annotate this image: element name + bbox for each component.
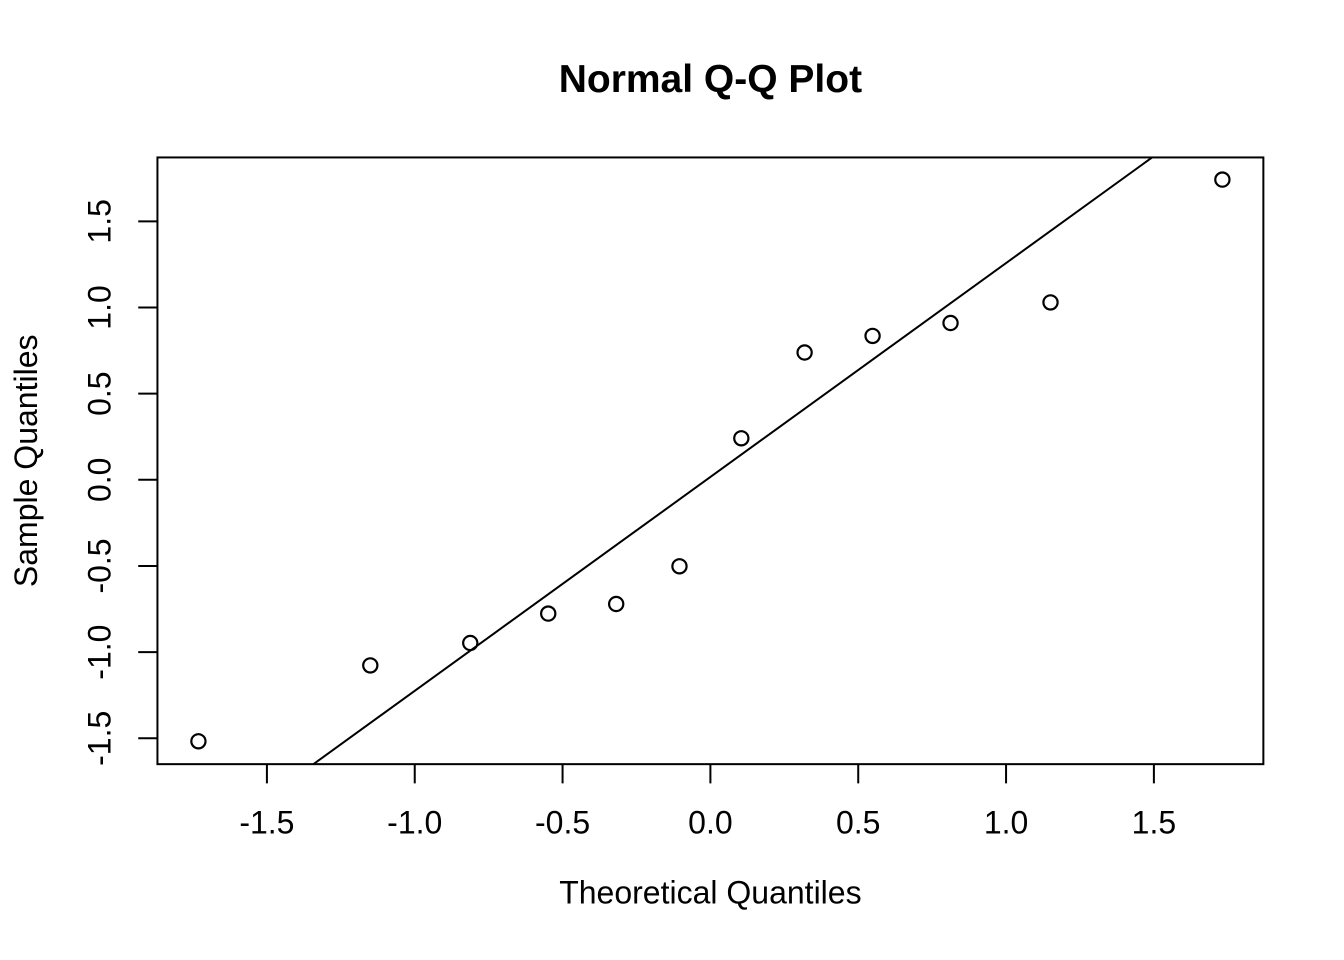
svg-text:1.0: 1.0 <box>984 805 1028 841</box>
svg-text:Theoretical Quantiles: Theoretical Quantiles <box>559 875 861 911</box>
svg-text:0.5: 0.5 <box>82 371 118 415</box>
svg-text:-1.5: -1.5 <box>239 805 294 841</box>
svg-text:-0.5: -0.5 <box>535 805 590 841</box>
svg-text:0.0: 0.0 <box>688 805 732 841</box>
svg-text:Normal Q-Q Plot: Normal Q-Q Plot <box>559 58 862 101</box>
svg-text:1.5: 1.5 <box>1132 805 1176 841</box>
svg-text:Sample Quantiles: Sample Quantiles <box>8 335 44 588</box>
svg-text:-1.0: -1.0 <box>82 625 118 680</box>
svg-text:0.5: 0.5 <box>836 805 880 841</box>
svg-text:1.0: 1.0 <box>82 285 118 329</box>
svg-text:-0.5: -0.5 <box>82 538 118 593</box>
svg-text:-1.5: -1.5 <box>82 711 118 766</box>
svg-text:1.5: 1.5 <box>82 199 118 243</box>
svg-text:0.0: 0.0 <box>82 458 118 502</box>
svg-text:-1.0: -1.0 <box>387 805 442 841</box>
